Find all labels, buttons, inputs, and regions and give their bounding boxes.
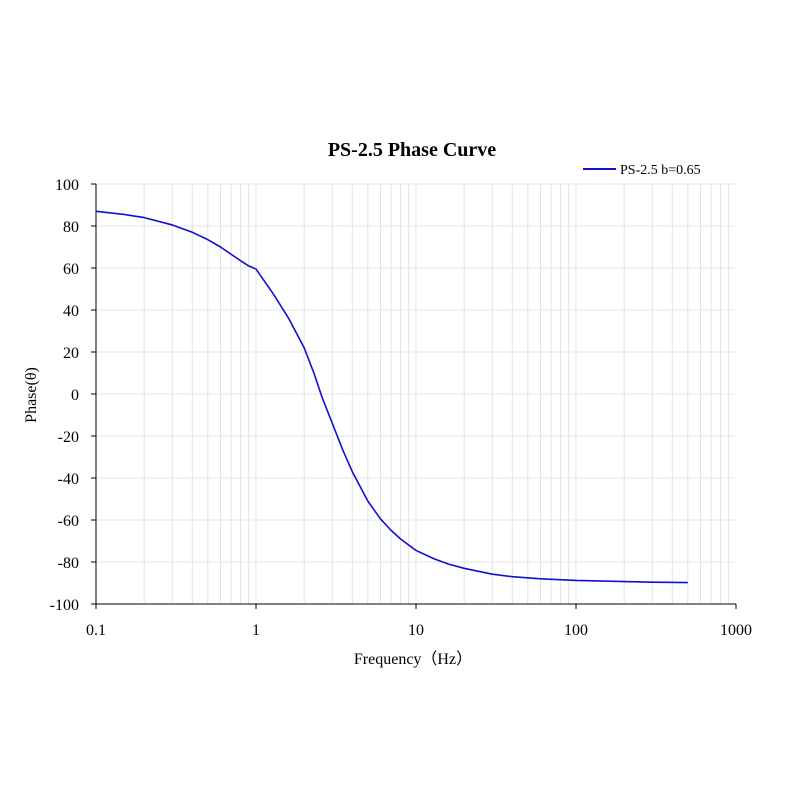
y-tick-label: 80: [63, 219, 79, 236]
x-tick-label: 10: [408, 622, 424, 639]
y-tick-label: 60: [63, 261, 79, 278]
y-tick-label: -100: [50, 597, 79, 614]
series-layer: [95, 210, 688, 584]
x-tick-label: 1: [252, 622, 260, 639]
legend-label-ps25: PS-2.5 b=0.65: [620, 163, 701, 178]
y-tick-label: 0: [71, 387, 79, 404]
y-tick-label: 100: [55, 177, 79, 194]
series-line-0: [95, 210, 688, 584]
y-axis-label: Phase(θ): [23, 367, 40, 423]
x-tick-label: 0.1: [86, 622, 106, 639]
x-axis-label: Frequency（Hz）: [354, 650, 472, 668]
legend: PS-2.5 b=0.65: [583, 163, 701, 178]
y-tick-label: -40: [58, 471, 79, 488]
axes-layer: [91, 183, 737, 609]
x-tick-label: 100: [564, 622, 588, 639]
x-tick-label: 1000: [720, 622, 752, 639]
chart-title: PS-2.5 Phase Curve: [328, 139, 496, 161]
y-tick-label: -80: [58, 555, 79, 572]
y-tick-label: 20: [63, 345, 79, 362]
y-tick-label: 40: [63, 303, 79, 320]
y-tick-label: -20: [58, 429, 79, 446]
tick-labels: 0.1 1 10 100 1000 100 80 60 40 20 0 -20 -40 -60 -80 -10…: [50, 177, 752, 639]
y-tick-label: -60: [58, 513, 79, 530]
